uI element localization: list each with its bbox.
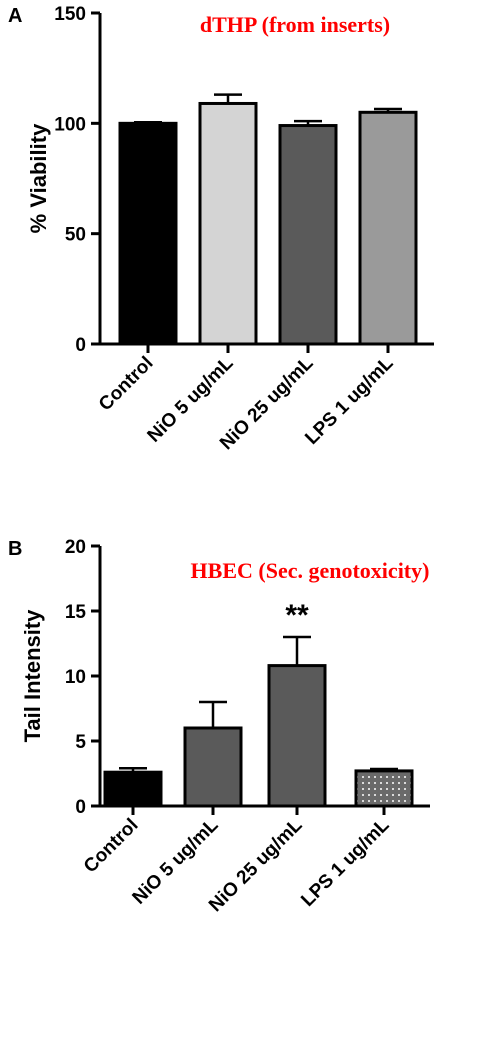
- y-tick-label: 20: [65, 537, 86, 558]
- bar: [103, 770, 163, 808]
- y-tick-label: 5: [75, 732, 86, 753]
- y-axis-label: Tail Intensity: [20, 609, 45, 743]
- panel-letter: B: [8, 538, 22, 560]
- y-axis-label: % Viability: [26, 123, 51, 233]
- y-tick-label: 50: [65, 225, 86, 246]
- bar: [118, 121, 178, 346]
- bar: [267, 664, 327, 808]
- panel-letter: A: [8, 5, 22, 27]
- bar: [358, 110, 418, 346]
- panel-b: B HBEC (Sec. genotoxicity) 0 5 10 15 20 Tail In…: [8, 537, 430, 916]
- x-tick-label: Control: [95, 353, 158, 416]
- y-tick-label: 0: [75, 335, 86, 356]
- x-tick-label: LPS 1 ug/mL: [297, 814, 393, 910]
- x-tick-label: Control: [80, 815, 143, 878]
- x-tick-label: NiO 5 ug/mL: [129, 814, 223, 908]
- bar: [278, 124, 338, 346]
- y-tick-label: 15: [65, 602, 87, 623]
- chart-title: HBEC (Sec. genotoxicity): [191, 558, 430, 583]
- bar: [354, 769, 414, 808]
- y-tick-label: 150: [54, 4, 86, 25]
- bar: [183, 726, 243, 808]
- y-tick-label: 100: [54, 114, 86, 135]
- chart-title: dTHP (from inserts): [200, 12, 390, 37]
- bar: [198, 101, 258, 346]
- y-tick-label: 0: [75, 797, 86, 818]
- significance-annotation: **: [285, 599, 309, 632]
- y-tick-label: 10: [65, 667, 86, 688]
